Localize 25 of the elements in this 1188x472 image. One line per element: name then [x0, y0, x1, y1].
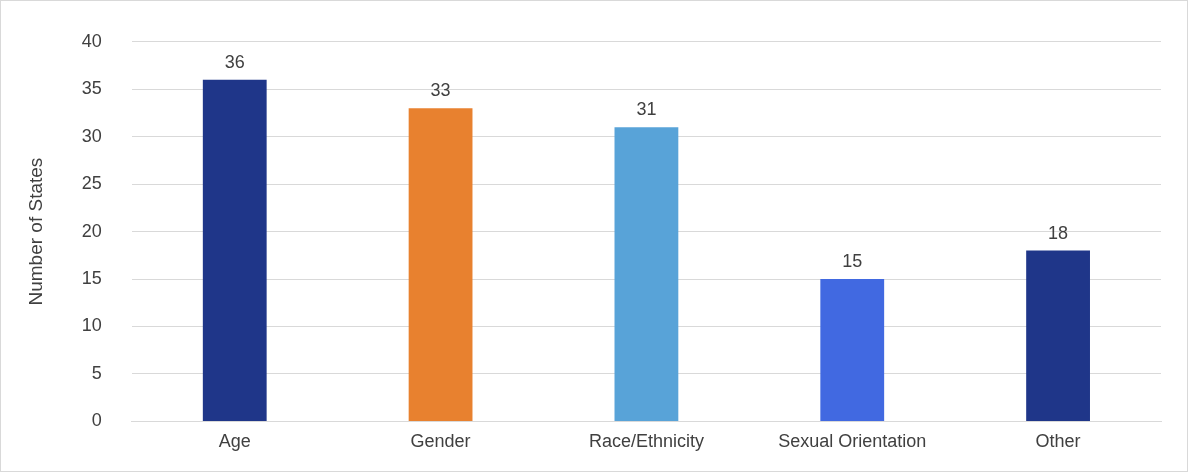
- bar: [1026, 250, 1090, 421]
- data-label: 36: [224, 51, 245, 72]
- data-label: 15: [842, 251, 863, 272]
- data-label: 33: [430, 80, 451, 101]
- y-tick-label: 35: [81, 78, 102, 99]
- x-tick-label: Sexual Orientation: [778, 431, 927, 452]
- y-tick-label: 5: [91, 362, 102, 383]
- y-tick-label: 15: [81, 268, 102, 289]
- data-label: 18: [1048, 222, 1069, 243]
- bar: [408, 108, 473, 421]
- y-axis-title: Number of States: [24, 157, 46, 306]
- y-tick-label: 10: [81, 315, 102, 336]
- x-tick-label: Other: [1035, 431, 1081, 452]
- x-tick-label: Race/Ethnicity: [588, 431, 704, 452]
- y-tick-label: 30: [81, 125, 102, 146]
- x-tick-label: Gender: [410, 431, 471, 452]
- x-tick-label: Age: [218, 431, 251, 452]
- y-tick-label: 40: [81, 30, 102, 51]
- y-tick-label: 25: [81, 173, 102, 194]
- bar: [820, 279, 885, 421]
- bar: [202, 79, 267, 421]
- y-tick-label: 20: [81, 220, 102, 241]
- bar: [614, 127, 679, 421]
- data-label: 31: [636, 99, 657, 120]
- y-tick-label: 0: [91, 410, 102, 431]
